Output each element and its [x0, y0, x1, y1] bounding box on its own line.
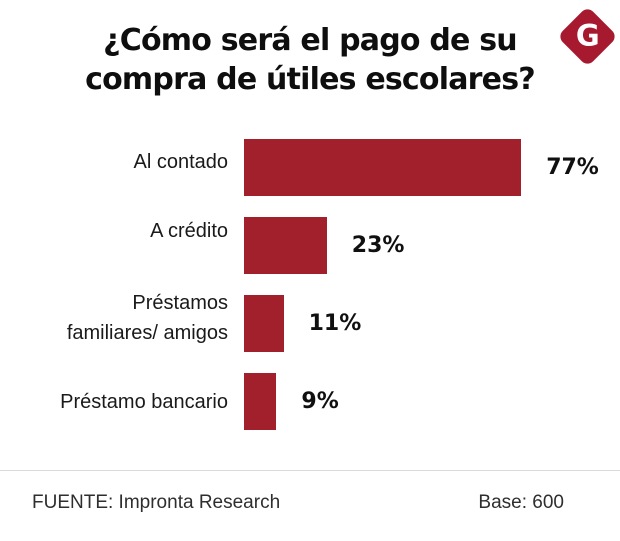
- category-label: A crédito: [0, 216, 228, 246]
- source-text: FUENTE: Impronta Research: [32, 492, 281, 513]
- category-label-text: familiares/ amigos: [66, 321, 228, 344]
- category-label-text: Préstamos: [132, 291, 228, 314]
- bar-prestamos-familiares: [244, 295, 284, 352]
- category-label-text: A crédito: [150, 219, 228, 242]
- footer: FUENTE: Impronta Research Base: 600: [0, 470, 620, 541]
- bar-row-prestamo-bancario: Préstamo bancario 9%: [0, 373, 620, 430]
- chart-title: ¿Cómo será el pago de su compra de útile…: [0, 0, 620, 99]
- bar-row-al-contado: Al contado 77%: [0, 139, 620, 196]
- base-text: Base: 600: [478, 492, 564, 513]
- chart-title-line-2: compra de útiles escolares?: [85, 62, 536, 97]
- logo-letter-g: G: [575, 18, 600, 52]
- bar-area: 11%: [244, 295, 620, 352]
- bar-row-prestamos-familiares: Préstamos familiares/ amigos 11%: [0, 292, 620, 352]
- category-label: Préstamos familiares/ amigos: [0, 288, 228, 348]
- bar-area: 77%: [244, 139, 620, 196]
- value-label: 23%: [351, 233, 405, 258]
- category-label-text: Préstamo bancario: [60, 390, 228, 413]
- bar-a-credito: [244, 217, 327, 274]
- bar-area: 9%: [244, 373, 620, 430]
- category-label: Al contado: [0, 147, 228, 177]
- value-label: 77%: [546, 155, 599, 180]
- bar-al-contado: [244, 139, 522, 196]
- bar-prestamo-bancario: [244, 373, 277, 430]
- value-label: 9%: [301, 389, 339, 414]
- bar-area: 23%: [244, 217, 620, 274]
- bar-chart: Al contado 77% A crédito 23% Préstamos f…: [0, 139, 620, 430]
- value-label: 11%: [308, 311, 362, 336]
- chart-title-line-1: ¿Cómo será el pago de su: [103, 23, 517, 58]
- category-label: Préstamo bancario: [0, 387, 228, 417]
- bar-row-a-credito: A crédito 23%: [0, 217, 620, 274]
- category-label-text: Al contado: [133, 150, 228, 173]
